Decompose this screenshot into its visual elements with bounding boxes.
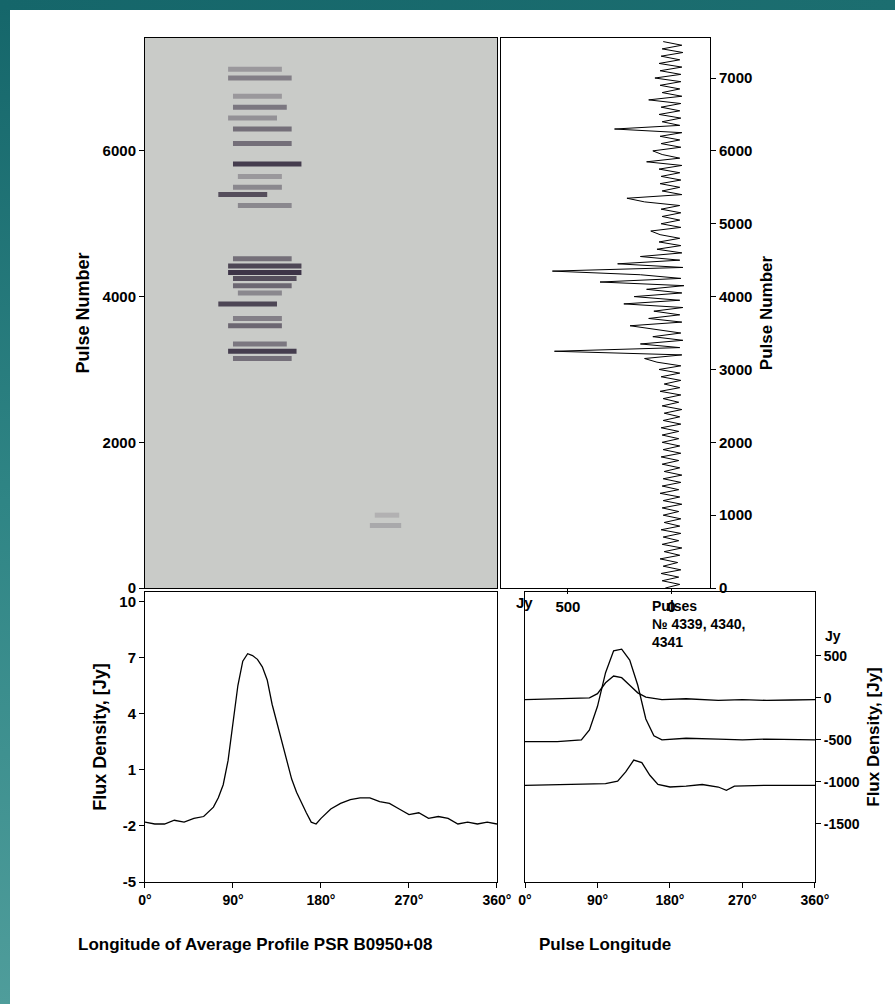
svg-text:0°: 0° [518, 892, 531, 908]
svg-text:10: 10 [119, 593, 136, 610]
svg-text:-5: -5 [123, 873, 136, 890]
svg-text:Flux Density, [Jy]: Flux Density, [Jy] [90, 663, 110, 811]
svg-text:1: 1 [128, 761, 136, 778]
svg-text:180°: 180° [656, 892, 685, 908]
svg-text:Pulse Number: Pulse Number [757, 255, 776, 370]
svg-text:Jy: Jy [825, 628, 841, 644]
svg-text:-1000: -1000 [824, 774, 860, 790]
svg-text:5000: 5000 [719, 215, 752, 232]
svg-text:0: 0 [719, 579, 727, 596]
svg-text:1000: 1000 [719, 506, 752, 523]
svg-text:Pulse Longitude: Pulse Longitude [539, 935, 671, 954]
svg-text:4: 4 [128, 705, 137, 722]
svg-text:360°: 360° [483, 892, 512, 908]
svg-text:7000: 7000 [719, 69, 752, 86]
svg-text:7: 7 [128, 649, 136, 666]
svg-text:0: 0 [667, 598, 675, 615]
svg-text:270°: 270° [728, 892, 757, 908]
svg-text:-1500: -1500 [824, 816, 860, 832]
svg-text:-2: -2 [123, 817, 136, 834]
svg-text:0: 0 [128, 579, 136, 596]
svg-text:2000: 2000 [103, 434, 136, 451]
svg-text:180°: 180° [307, 892, 336, 908]
svg-text:Flux Density, [Jy]: Flux Density, [Jy] [864, 667, 883, 807]
svg-text:-500: -500 [824, 732, 852, 748]
svg-text:500: 500 [555, 598, 580, 615]
svg-text:6000: 6000 [103, 142, 136, 159]
svg-text:6000: 6000 [719, 142, 752, 159]
svg-text:4000: 4000 [103, 288, 136, 305]
svg-text:360°: 360° [801, 892, 830, 908]
svg-text:Longitude of Average Profile P: Longitude of Average Profile PSR B0950+0… [78, 935, 432, 954]
svg-text:2000: 2000 [719, 434, 752, 451]
svg-text:Jy: Jy [516, 594, 533, 611]
svg-text:0: 0 [824, 690, 832, 706]
svg-text:Pulse Number: Pulse Number [73, 252, 93, 373]
svg-text:270°: 270° [395, 892, 424, 908]
svg-text:90°: 90° [587, 892, 608, 908]
svg-text:4000: 4000 [719, 288, 752, 305]
svg-text:90°: 90° [222, 892, 243, 908]
svg-text:3000: 3000 [719, 361, 752, 378]
svg-text:Pulses№ 4339, 4340,4341: Pulses№ 4339, 4340,4341 [652, 598, 745, 650]
svg-text:0°: 0° [138, 892, 151, 908]
svg-text:500: 500 [824, 648, 848, 664]
